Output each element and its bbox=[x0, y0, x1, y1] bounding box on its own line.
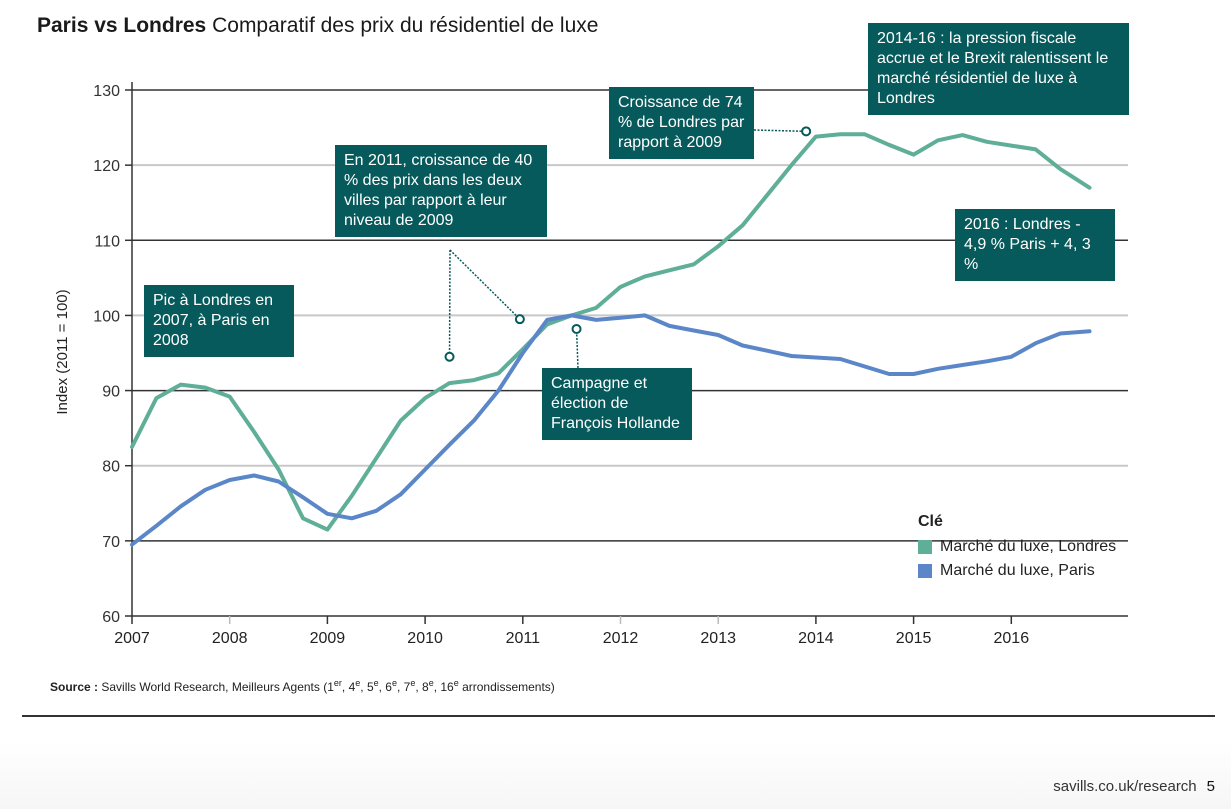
series-lines bbox=[130, 132, 1092, 547]
source-part: , 16 bbox=[433, 680, 454, 694]
source-part: , 5 bbox=[360, 680, 374, 694]
y-tick-label: 90 bbox=[102, 384, 120, 401]
source-superscript: e bbox=[355, 678, 361, 688]
source-note: Source : Savills World Research, Meilleu… bbox=[50, 678, 555, 694]
page-number: 5 bbox=[1206, 778, 1215, 795]
y-tick-label: 60 bbox=[102, 609, 120, 626]
legend: Clé Marché du luxe, Londres Marché du lu… bbox=[918, 513, 1116, 583]
source-superscript: er bbox=[333, 678, 342, 688]
source-label: Source : bbox=[50, 680, 99, 694]
annotation-marker bbox=[801, 126, 812, 137]
axes: 60 70 80 90 100 110 120 130 2007 2008 2009 2010 2011… bbox=[93, 82, 1128, 647]
annotation-hollande: Campagne et élection de François Holland… bbox=[542, 368, 692, 440]
legend-item-paris: Marché du luxe, Paris bbox=[918, 559, 1116, 583]
x-tick-label: 2015 bbox=[896, 630, 932, 647]
source-part: , 7 bbox=[397, 680, 411, 694]
source-superscript: e bbox=[453, 678, 459, 688]
divider bbox=[22, 715, 1215, 717]
x-tick-label: 2007 bbox=[114, 630, 150, 647]
x-tick-label: 2012 bbox=[603, 630, 639, 647]
y-tick-label: 110 bbox=[94, 233, 120, 250]
legend-title: Clé bbox=[918, 513, 943, 530]
footer-url[interactable]: savills.co.uk/research bbox=[1053, 778, 1197, 795]
x-tick-label: 2016 bbox=[994, 630, 1030, 647]
source-superscript: e bbox=[373, 678, 379, 688]
legend-label-londres: Marché du luxe, Londres bbox=[940, 538, 1117, 555]
x-tick-label: 2014 bbox=[798, 630, 834, 647]
source-part: arrondissements) bbox=[458, 680, 555, 694]
chart-title-bold: Paris vs Londres bbox=[37, 14, 207, 37]
annotation-2016: 2016 : Londres - 4,9 % Paris + 4, 3 % bbox=[955, 209, 1115, 281]
source-part: , 4 bbox=[341, 680, 356, 694]
chart-title-rest: Comparatif des prix du résidentiel de lu… bbox=[212, 14, 599, 37]
annotation-marker bbox=[571, 323, 582, 334]
x-tick-label: 2008 bbox=[212, 630, 248, 647]
source-part: Savills World Research, Meilleurs Agents… bbox=[101, 680, 334, 694]
y-tick-label: 130 bbox=[93, 83, 120, 100]
x-tick-label: 2011 bbox=[506, 630, 541, 647]
y-axis-label: Index (2011 = 100) bbox=[54, 289, 71, 414]
page-footer-band bbox=[0, 740, 1231, 809]
annotation-leader-line bbox=[449, 249, 521, 320]
source-part: , 8 bbox=[415, 680, 429, 694]
page-footer: savills.co.uk/research 5 bbox=[1053, 778, 1215, 795]
annotation-croissance-2011: En 2011, croissance de 40 % des prix dan… bbox=[335, 145, 547, 237]
legend-swatch-londres bbox=[918, 540, 932, 554]
annotation-marker bbox=[514, 314, 525, 325]
annotation-croissance-74: Croissance de 74 % de Londres par rappor… bbox=[609, 87, 754, 159]
y-tick-label: 100 bbox=[93, 308, 120, 325]
annotation-leader-line bbox=[575, 328, 579, 369]
x-tick-label: 2010 bbox=[407, 630, 443, 647]
legend-item-londres: Marché du luxe, Londres bbox=[918, 535, 1116, 559]
annotation-marker bbox=[444, 351, 455, 362]
series-line-paris bbox=[130, 313, 1092, 547]
annotation-pic: Pic à Londres en 2007, à Paris en 2008 bbox=[144, 285, 294, 357]
source-superscript: e bbox=[428, 678, 434, 688]
x-tick-label: 2013 bbox=[700, 630, 736, 647]
y-tick-label: 70 bbox=[102, 534, 120, 551]
source-part: , 6 bbox=[378, 680, 392, 694]
y-tick-label: 80 bbox=[102, 459, 120, 476]
annotation-pression-brexit: 2014-16 : la pression fiscale accrue et … bbox=[868, 23, 1129, 115]
x-tick-label: 2009 bbox=[310, 630, 346, 647]
legend-label-paris: Marché du luxe, Paris bbox=[940, 562, 1095, 579]
y-tick-label: 120 bbox=[93, 158, 120, 175]
legend-swatch-paris bbox=[918, 564, 932, 578]
source-superscript: e bbox=[410, 678, 416, 688]
source-superscript: e bbox=[391, 678, 397, 688]
annotation-leaders bbox=[444, 126, 812, 369]
series-line-londres bbox=[130, 132, 1092, 532]
source-text: Savills World Research, Meilleurs Agents… bbox=[101, 678, 555, 694]
chart-title: Paris vs Londres Comparatif des prix du … bbox=[37, 14, 598, 38]
annotation-leader-line bbox=[753, 129, 807, 133]
